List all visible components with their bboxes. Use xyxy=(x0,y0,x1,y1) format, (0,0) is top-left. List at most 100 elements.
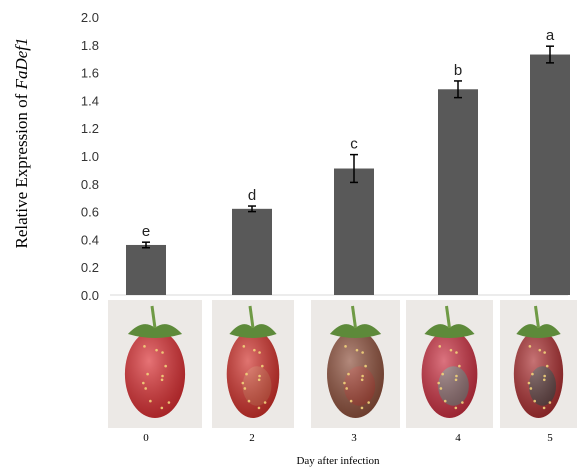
seed xyxy=(241,381,245,385)
bars xyxy=(126,54,570,295)
seed xyxy=(253,348,256,352)
seed xyxy=(155,348,158,352)
seed xyxy=(543,351,546,354)
bar-day-4 xyxy=(438,89,478,295)
seed xyxy=(243,387,247,390)
y-tick-labels: 0.0 0.2 0.4 0.6 0.8 1.0 1.2 1.4 1.6 1.8 2.0 xyxy=(81,10,99,303)
seed xyxy=(454,378,458,382)
seed xyxy=(361,351,364,354)
y-tick-label: 1.0 xyxy=(81,149,99,164)
calyx xyxy=(127,324,183,338)
seed xyxy=(260,364,264,368)
seed xyxy=(160,406,164,410)
calyx xyxy=(329,324,382,338)
error-bar-day-5 xyxy=(546,45,554,64)
strawberry-shading xyxy=(327,330,384,418)
seed xyxy=(458,364,461,368)
photo-day-4 xyxy=(406,300,493,428)
strawberry-shading xyxy=(124,330,186,418)
significance-letter: c xyxy=(350,136,358,153)
seed xyxy=(161,374,164,378)
seed xyxy=(449,348,453,352)
strawberry-photos xyxy=(108,300,577,428)
seed xyxy=(355,348,359,352)
seed xyxy=(247,399,251,403)
seed xyxy=(367,401,370,404)
seed xyxy=(361,374,364,378)
seed xyxy=(349,399,353,403)
seed xyxy=(142,381,145,385)
y-tick-label: 1.4 xyxy=(81,93,99,108)
seed xyxy=(242,345,246,348)
seed xyxy=(439,387,443,390)
calyx xyxy=(229,324,277,338)
seed xyxy=(542,406,546,410)
seed xyxy=(360,378,364,382)
bar-day-0 xyxy=(126,244,166,295)
seed xyxy=(538,348,542,352)
seed xyxy=(461,401,464,404)
significance-letter: a xyxy=(546,27,555,44)
x-tick-label: 0 xyxy=(143,432,149,444)
x-tick-labels: 0 2 3 4 5 xyxy=(143,432,553,444)
error-bar-day-4 xyxy=(454,80,462,99)
seed xyxy=(454,406,458,410)
x-tick-label: 2 xyxy=(249,432,255,444)
seed xyxy=(437,381,440,385)
y-tick-label: 0.0 xyxy=(81,288,99,303)
strawberry-shading xyxy=(421,330,478,418)
y-tick-label: 1.8 xyxy=(81,38,99,53)
seed xyxy=(528,345,532,348)
calyx xyxy=(516,324,561,338)
y-tick-label: 1.2 xyxy=(81,121,99,136)
strawberry-shading xyxy=(226,330,280,418)
seed xyxy=(143,345,146,348)
y-tick-label: 0.2 xyxy=(81,260,99,275)
bar-day-5 xyxy=(530,54,570,295)
seed xyxy=(343,381,346,385)
photo-day-5 xyxy=(500,300,577,428)
error-bar-day-2 xyxy=(248,205,256,213)
stem xyxy=(534,305,540,329)
seed xyxy=(160,378,164,382)
significance-letter: d xyxy=(248,187,256,204)
seed xyxy=(347,372,350,376)
seed xyxy=(245,372,248,376)
stem xyxy=(445,305,451,329)
strawberry-shading xyxy=(513,330,564,418)
seed xyxy=(529,387,533,390)
y-tick-label: 2.0 xyxy=(81,10,99,25)
y-tick-label: 0.4 xyxy=(81,232,99,247)
stem xyxy=(351,305,357,329)
seed xyxy=(257,406,261,410)
bar-day-3 xyxy=(334,168,374,295)
seed xyxy=(161,351,164,354)
seed xyxy=(344,345,347,348)
calyx xyxy=(424,324,475,338)
seed xyxy=(360,406,364,410)
seed xyxy=(263,401,267,404)
significance-letters: e d c b a xyxy=(142,27,555,240)
x-tick-label: 5 xyxy=(547,432,553,444)
seed xyxy=(149,399,152,403)
error-bars xyxy=(142,45,554,249)
stem xyxy=(248,305,255,329)
seed xyxy=(146,372,149,376)
seed xyxy=(542,378,546,382)
x-axis-title: Day after infection xyxy=(296,455,380,467)
y-tick-label: 0.6 xyxy=(81,205,99,220)
significance-letter: b xyxy=(454,62,462,79)
seed xyxy=(443,399,447,403)
seed xyxy=(167,401,171,404)
seed xyxy=(455,374,458,378)
seed xyxy=(455,351,458,354)
seed xyxy=(144,387,147,390)
seed xyxy=(527,381,531,385)
stem xyxy=(150,305,157,329)
y-axis-title-prefix: Relative Expression of xyxy=(12,89,31,248)
seed xyxy=(533,399,537,403)
seed xyxy=(364,364,367,368)
seed xyxy=(545,364,549,368)
seed xyxy=(164,364,167,368)
